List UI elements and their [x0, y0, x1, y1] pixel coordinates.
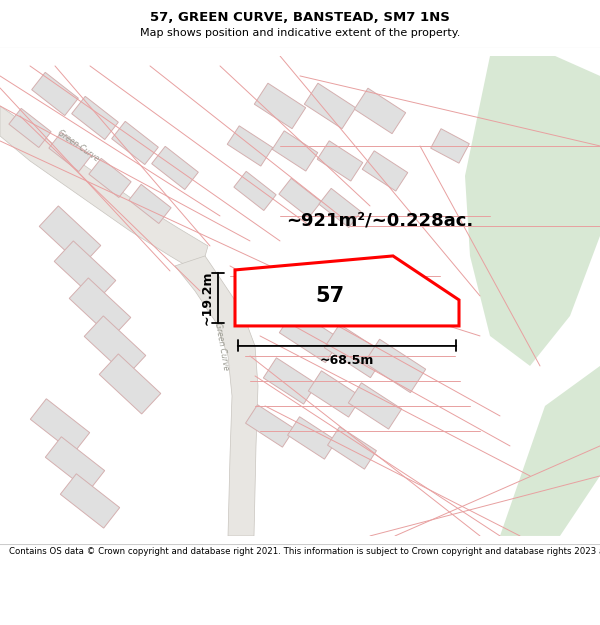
Polygon shape	[465, 56, 600, 366]
Text: 57, GREEN CURVE, BANSTEAD, SM7 1NS: 57, GREEN CURVE, BANSTEAD, SM7 1NS	[150, 11, 450, 24]
Polygon shape	[254, 83, 305, 129]
Polygon shape	[39, 206, 101, 266]
Polygon shape	[235, 256, 459, 326]
Polygon shape	[152, 146, 199, 189]
Polygon shape	[328, 427, 376, 469]
Polygon shape	[32, 72, 79, 116]
Polygon shape	[9, 108, 51, 148]
Polygon shape	[304, 83, 356, 129]
Text: 57: 57	[316, 286, 344, 306]
Polygon shape	[69, 278, 131, 338]
Polygon shape	[175, 256, 258, 536]
Polygon shape	[287, 417, 337, 459]
Text: ~68.5m: ~68.5m	[320, 354, 374, 367]
Polygon shape	[0, 106, 208, 274]
Polygon shape	[31, 399, 89, 453]
Text: ~19.2m: ~19.2m	[201, 271, 214, 325]
Polygon shape	[263, 357, 317, 404]
Text: Contains OS data © Crown copyright and database right 2021. This information is : Contains OS data © Crown copyright and d…	[9, 547, 600, 556]
Polygon shape	[61, 474, 119, 528]
Polygon shape	[112, 121, 158, 164]
Polygon shape	[308, 371, 362, 417]
Polygon shape	[364, 339, 425, 392]
Polygon shape	[54, 241, 116, 301]
Text: Green Curve: Green Curve	[214, 321, 230, 371]
Polygon shape	[71, 96, 118, 139]
Polygon shape	[319, 188, 361, 228]
Polygon shape	[234, 171, 276, 211]
Text: Green Curve: Green Curve	[56, 128, 100, 164]
Polygon shape	[99, 354, 161, 414]
Polygon shape	[362, 151, 408, 191]
Polygon shape	[89, 158, 131, 198]
Text: Map shows position and indicative extent of the property.: Map shows position and indicative extent…	[140, 28, 460, 38]
Polygon shape	[431, 129, 469, 163]
Polygon shape	[49, 132, 91, 171]
Polygon shape	[500, 366, 600, 536]
Polygon shape	[129, 184, 171, 224]
Polygon shape	[272, 131, 318, 171]
Polygon shape	[245, 405, 295, 447]
Text: ~921m²/~0.228ac.: ~921m²/~0.228ac.	[286, 212, 473, 230]
Polygon shape	[84, 316, 146, 376]
Polygon shape	[279, 178, 321, 217]
Polygon shape	[355, 88, 406, 134]
Polygon shape	[317, 141, 363, 181]
Polygon shape	[325, 324, 386, 378]
Polygon shape	[46, 437, 104, 491]
Polygon shape	[227, 126, 273, 166]
Polygon shape	[280, 309, 341, 362]
Polygon shape	[349, 382, 401, 429]
